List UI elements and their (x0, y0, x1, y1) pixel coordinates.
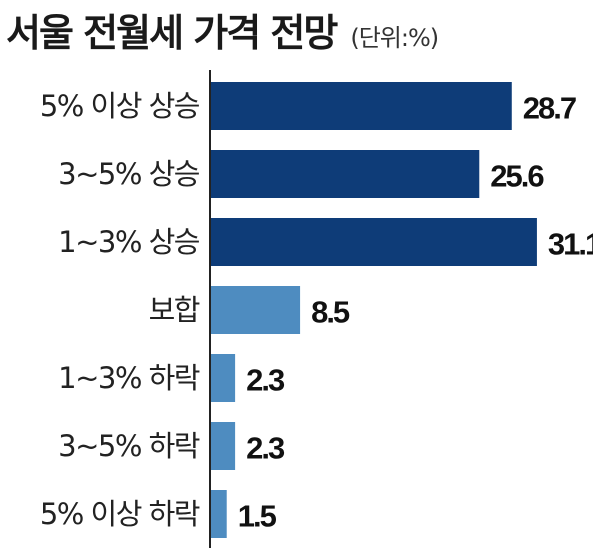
bars-layer: 5% 이상 상승 28.7 3~5% 상승 25.6 1~3% 상승 31.1 보합 8.5 1… (40, 82, 593, 538)
bar-5 (211, 354, 236, 402)
value-label-1: 28.7 (523, 91, 576, 126)
value-label-6: 2.3 (246, 431, 285, 466)
value-label-5: 2.3 (246, 363, 285, 398)
value-label-4: 8.5 (311, 295, 350, 330)
bar-4 (211, 286, 301, 334)
chart-unit: (단위:%) (350, 24, 439, 52)
category-label-6: 3~5% 하락 (58, 429, 200, 463)
chart-header: 서울 전월세 가격 전망 (단위:%) (6, 2, 439, 55)
category-label-5: 1~3% 하락 (58, 361, 200, 395)
value-label-2: 25.6 (490, 159, 544, 194)
value-label-3: 31.1 (548, 227, 593, 262)
category-label-1: 5% 이상 상승 (40, 89, 200, 123)
category-label-4: 보합 (149, 293, 200, 327)
bar-7 (211, 490, 227, 538)
category-label-7: 5% 이상 하락 (40, 497, 200, 531)
category-label-3: 1~3% 상승 (58, 225, 200, 259)
chart-title: 서울 전월세 가격 전망 (6, 11, 338, 55)
value-label-7: 1.5 (238, 499, 277, 534)
bar-6 (211, 422, 236, 470)
bar-1 (211, 82, 512, 130)
bar-3 (211, 218, 537, 266)
category-label-2: 3~5% 상승 (58, 157, 200, 191)
bar-2 (211, 150, 480, 198)
